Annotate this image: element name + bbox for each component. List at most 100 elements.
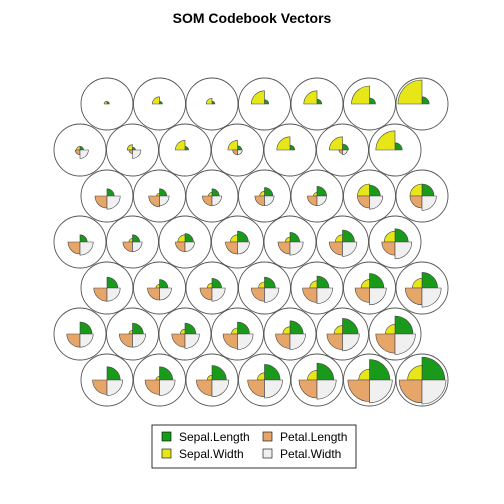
- segment-sepal-length: [369, 359, 391, 381]
- unit-r5-c6: [343, 261, 396, 315]
- segment-sepal-width: [375, 130, 396, 151]
- legend-swatch-sepal-length: [161, 431, 172, 442]
- segment-sepal-width: [351, 85, 370, 105]
- unit-r2-c6: [316, 123, 369, 177]
- unit-r6-c7: [368, 307, 422, 361]
- unit-r2-c1: [53, 123, 107, 177]
- segment-petal-length: [398, 379, 423, 404]
- segment-petal-width: [369, 195, 384, 210]
- unit-r4-c3: [158, 215, 212, 269]
- segment-petal-width: [289, 333, 306, 350]
- legend: Sepal.Length Sepal.Width Petal.Length Petal…: [151, 424, 357, 469]
- segment-petal-width: [394, 333, 416, 355]
- segment-petal-width: [159, 379, 176, 396]
- unit-r2-c3: [158, 123, 212, 177]
- unit-r6-c3: [158, 307, 212, 361]
- segment-petal-width: [79, 241, 94, 256]
- unit-r4-c2: [106, 215, 159, 269]
- segment-sepal-width: [250, 90, 265, 105]
- unit-r7-c6: [343, 353, 396, 407]
- unit-r1-c5: [290, 77, 344, 131]
- segment-petal-width: [211, 195, 222, 206]
- segment-petal-width: [264, 195, 275, 206]
- segment-sepal-width: [205, 97, 213, 105]
- segment-petal-width: [369, 287, 387, 306]
- unit-r7-c7: [395, 353, 449, 407]
- segment-petal-width: [211, 379, 230, 398]
- legend-label-sepal-width: Sepal.Width: [179, 447, 244, 461]
- unit-r5-c5: [290, 261, 344, 315]
- unit-r3-c7: [395, 169, 449, 223]
- segment-sepal-width: [328, 136, 343, 151]
- unit-r6-c6: [316, 307, 369, 361]
- legend-label-sepal-length: Sepal.Length: [179, 430, 250, 444]
- legend-box: [151, 424, 357, 469]
- segment-petal-width: [237, 333, 254, 350]
- segment-petal-width: [369, 379, 393, 404]
- segment-petal-length: [148, 195, 160, 208]
- segment-petal-width: [132, 333, 147, 348]
- legend-swatch-sepal-width: [161, 448, 172, 459]
- segment-petal-width: [184, 241, 195, 252]
- unit-r4-c7: [368, 215, 422, 269]
- segment-petal-width: [237, 149, 243, 156]
- unit-r5-c4: [238, 261, 291, 315]
- segment-petal-width: [79, 149, 89, 159]
- segment-petal-width: [421, 195, 437, 211]
- unit-r1-c6: [343, 77, 396, 131]
- unit-r2-c2: [106, 123, 159, 177]
- unit-r6-c4: [211, 307, 264, 361]
- legend-swatch-petal-width: [262, 448, 273, 459]
- unit-r1-c4: [238, 77, 291, 131]
- unit-r3-c2: [133, 169, 186, 223]
- segment-sepal-width: [126, 144, 133, 151]
- unit-r3-c5: [290, 169, 344, 223]
- unit-r5-c7: [395, 261, 449, 315]
- unit-r3-c3: [185, 169, 239, 223]
- segment-petal-width: [289, 241, 304, 256]
- segment-petal-width: [342, 241, 358, 257]
- segment-petal-width: [79, 333, 94, 348]
- segment-sepal-width: [276, 136, 291, 151]
- segment-petal-width: [159, 287, 172, 301]
- segment-sepal-width: [397, 79, 423, 105]
- unit-r2-c4: [211, 123, 264, 177]
- segment-petal-width: [106, 379, 123, 396]
- legend-label-petal-length: Petal.Length: [280, 430, 347, 444]
- unit-r4-c4: [211, 215, 264, 269]
- unit-r3-c4: [238, 169, 291, 223]
- segment-petal-width: [264, 379, 283, 399]
- segment-sepal-width: [227, 140, 238, 151]
- segment-petal-width: [211, 287, 226, 302]
- segment-sepal-width: [103, 100, 108, 105]
- segment-petal-width: [132, 241, 143, 252]
- unit-r1-c2: [133, 77, 186, 131]
- unit-r6-c2: [106, 307, 159, 361]
- segment-sepal-width: [151, 96, 160, 105]
- legend-swatch-petal-length: [262, 431, 273, 442]
- unit-r7-c5: [290, 353, 344, 407]
- segment-petal-width: [421, 379, 447, 405]
- unit-r3-c6: [343, 169, 396, 223]
- unit-r4-c6: [316, 215, 369, 269]
- segment-petal-width: [342, 149, 348, 156]
- unit-r6-c1: [53, 307, 107, 361]
- unit-r5-c3: [185, 261, 239, 315]
- segment-petal-width: [421, 287, 442, 308]
- segment-sepal-width: [303, 90, 318, 105]
- chart-title: SOM Codebook Vectors: [173, 10, 332, 26]
- segment-petal-width: [184, 333, 200, 349]
- segment-petal-width: [316, 379, 337, 400]
- unit-r2-c7: [368, 123, 422, 177]
- unit-r1-c3: [185, 77, 239, 131]
- unit-r7-c3: [185, 353, 239, 407]
- unit-r4-c1: [53, 215, 107, 269]
- segment-sepal-length: [421, 356, 446, 381]
- unit-r7-c4: [238, 353, 291, 407]
- segment-sepal-width: [175, 140, 186, 151]
- unit-r7-c1: [80, 353, 134, 407]
- legend-label-petal-width: Petal.Width: [280, 447, 341, 461]
- segment-petal-width: [237, 241, 250, 255]
- unit-r3-c1: [80, 169, 134, 223]
- segment-petal-width: [159, 195, 170, 206]
